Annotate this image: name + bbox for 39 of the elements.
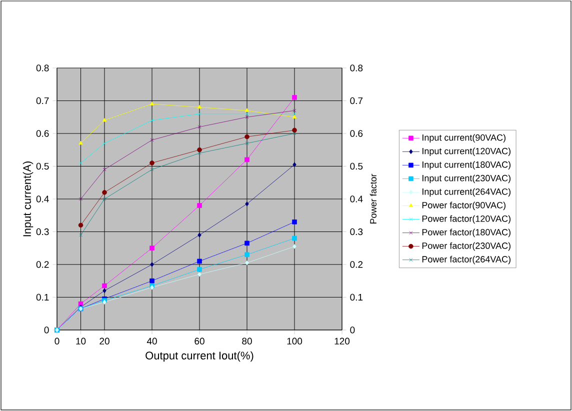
- x-tick-label: 40: [146, 338, 157, 345]
- y2-tick-label: 0.5: [350, 162, 363, 170]
- legend-label: Input current(180VAC): [422, 161, 510, 170]
- y-tick-label: 0.2: [36, 261, 49, 268]
- legend-label: Power factor(90VAC): [422, 202, 506, 210]
- x-tick-label: 100: [287, 338, 302, 345]
- x-axis-title: Output current Iout(%): [146, 351, 254, 362]
- x-tick-label: 120: [334, 338, 350, 345]
- x-tick-label: 20: [100, 338, 110, 345]
- legend-label: Input current(230VAC): [422, 174, 510, 184]
- legend-label: Input current(90VAC): [422, 134, 506, 143]
- y2-tick-label: 0.4: [350, 196, 363, 202]
- y2-tick-label: 0.7: [350, 97, 363, 104]
- legend-label: Power factor(180VAC): [422, 228, 510, 238]
- y-tick-label: 0.7: [36, 97, 49, 104]
- x-tick-label: 80: [242, 338, 252, 345]
- legend-label: Power factor(264VAC): [422, 256, 510, 264]
- legend-label: Power factor(230VAC): [422, 242, 510, 251]
- y-axis-title: Input current(A): [22, 161, 34, 236]
- y-tick-label: 0.8: [36, 64, 49, 72]
- y-tick-label: 0.4: [36, 196, 49, 202]
- y2-tick-label: 0.3: [350, 228, 363, 236]
- x-tick-label: 0: [54, 338, 60, 345]
- y-tick-label: 0.1: [36, 294, 49, 301]
- y2-axis-title: Power factor: [370, 174, 376, 224]
- y2-tick-label: 0.8: [350, 64, 363, 72]
- y2-tick-label: 0.6: [350, 130, 363, 137]
- y-tick-label: 0.5: [36, 162, 49, 170]
- y2-tick-label: 0.2: [350, 261, 363, 268]
- x-tick-label: 60: [194, 338, 204, 345]
- y-tick-label: 0.3: [36, 228, 49, 236]
- y2-tick-label: 0.1: [350, 294, 363, 301]
- y2-tick-label: 0: [350, 326, 355, 334]
- legend-label: Power factor(120VAC): [422, 215, 510, 224]
- y-tick-label: 0.6: [36, 130, 49, 137]
- legend-label: Input current(264VAC): [422, 188, 510, 197]
- y-tick-label: 0: [44, 326, 49, 334]
- x-tick-label: 10: [76, 338, 86, 345]
- legend-label: Input current(120VAC): [422, 148, 510, 156]
